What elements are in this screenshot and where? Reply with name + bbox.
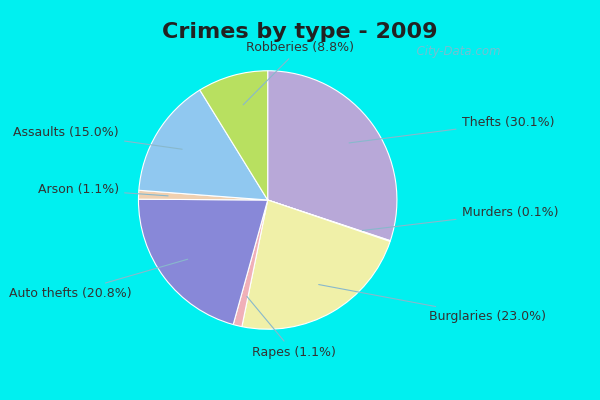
Text: Thefts (30.1%): Thefts (30.1%) (349, 116, 554, 143)
Text: Rapes (1.1%): Rapes (1.1%) (247, 296, 335, 359)
Text: Robberies (8.8%): Robberies (8.8%) (243, 41, 354, 105)
Wedge shape (233, 200, 268, 327)
Text: Murders (0.1%): Murders (0.1%) (362, 206, 558, 230)
Text: Auto thefts (20.8%): Auto thefts (20.8%) (10, 259, 188, 300)
Text: City-Data.com: City-Data.com (409, 45, 500, 58)
Wedge shape (200, 71, 268, 200)
Text: Arson (1.1%): Arson (1.1%) (38, 183, 168, 196)
Wedge shape (139, 199, 268, 324)
Wedge shape (139, 90, 268, 200)
Wedge shape (268, 71, 397, 241)
Text: Assaults (15.0%): Assaults (15.0%) (13, 126, 182, 149)
Wedge shape (139, 190, 268, 200)
Text: Crimes by type - 2009: Crimes by type - 2009 (162, 22, 438, 42)
Wedge shape (242, 200, 390, 329)
Text: Burglaries (23.0%): Burglaries (23.0%) (319, 284, 546, 323)
Wedge shape (268, 200, 391, 242)
